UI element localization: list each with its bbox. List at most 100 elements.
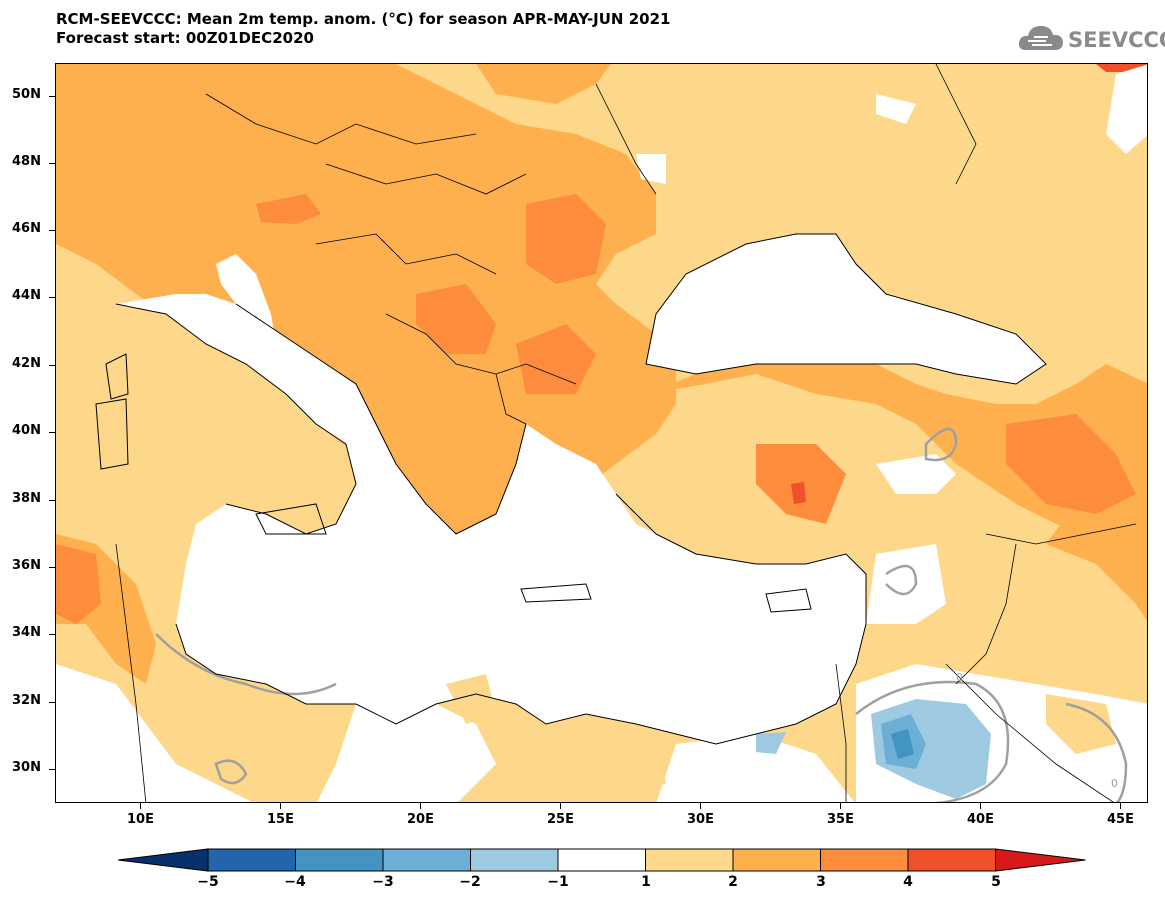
lat-tick (49, 567, 55, 568)
black-sea (646, 234, 1046, 384)
lon-tick (420, 803, 421, 809)
colorbar-segment (907, 848, 996, 872)
lat-label: 36N (12, 558, 41, 573)
anomaly-3-4-areas (56, 194, 1136, 624)
arabia-warm-patch (1046, 694, 1116, 754)
colorbar-segment (207, 848, 296, 872)
colorbar-segment (820, 848, 909, 872)
adriatic-sea (216, 254, 276, 344)
east-anatolia-hot-core (1006, 414, 1136, 514)
ukraine-neutral-patch (876, 94, 916, 124)
border-austria-hungary (325, 163, 527, 195)
lat-label: 38N (12, 491, 41, 506)
lat-tick (49, 365, 55, 366)
lon-label: 20E (407, 812, 434, 827)
lat-tick (49, 432, 55, 433)
map-canvas: 0 0 (56, 64, 1147, 802)
lat-label: 32N (12, 693, 41, 708)
border-egypt-israel (835, 663, 847, 802)
lon-label: 45E (1107, 812, 1134, 827)
lat-tick (49, 634, 55, 635)
zero-contour-libya (214, 759, 248, 785)
jordan-coldest-core (891, 729, 914, 759)
neutral-areas (56, 64, 1147, 802)
border-ukraine-russia (935, 64, 977, 185)
colorbar (118, 848, 1086, 872)
border-macedonia-greece (495, 373, 527, 425)
iraq-warm (1046, 494, 1147, 621)
lat-tick (49, 96, 55, 97)
colorbar-label: −1 (547, 874, 569, 890)
title-line-1: RCM-SEEVCCC: Mean 2m temp. anom. (°C) fo… (56, 10, 671, 28)
border-syria-iraq (955, 543, 1017, 685)
libya-neutral-patch (56, 664, 252, 802)
map-title: RCM-SEEVCCC: Mean 2m temp. anom. (°C) fo… (56, 10, 670, 48)
colorbar-label: 1 (641, 874, 651, 890)
colorbar-segment-max (995, 848, 1086, 872)
northeast-neutral-patch (1106, 64, 1147, 154)
seevccc-logo: SEEVCCC (1018, 20, 1165, 56)
lon-label: 40E (967, 812, 994, 827)
border-serbia-bulgaria (385, 313, 577, 385)
east-south-coast (175, 493, 867, 745)
lat-label: 50N (12, 87, 41, 102)
border-ukraine-romania (595, 83, 657, 195)
arabia-warm-strip (936, 654, 1147, 704)
lat-label: 34N (12, 625, 41, 640)
levant-neutral-patch (866, 544, 946, 624)
zero-contour-levant (885, 564, 918, 596)
colorbar-label: −2 (459, 874, 481, 890)
zero-contour-arabia (1065, 702, 1128, 802)
lat-label: 44N (12, 288, 41, 303)
nile-delta-cold-patch (756, 732, 786, 754)
crete-outline (520, 583, 592, 603)
cyrenaica-neutral-patch (317, 704, 496, 802)
colorbar-label: 4 (903, 874, 913, 890)
egypt-neutral-patch (656, 734, 855, 802)
libya-warm-patch (446, 674, 496, 724)
lat-tick (49, 702, 55, 703)
lon-tick (1120, 803, 1121, 809)
border-turkey-syria (985, 523, 1137, 545)
lon-tick (980, 803, 981, 809)
contour-label: 0 (1111, 777, 1118, 790)
lon-tick (840, 803, 841, 809)
black-sea-coast (645, 233, 1047, 385)
lat-label: 46N (12, 221, 41, 236)
cloud-icon (1018, 26, 1063, 50)
border-slovenia-croatia (315, 233, 497, 275)
lon-label: 25E (547, 812, 574, 827)
cyprus-outline (765, 588, 812, 613)
border-central-europe (205, 93, 477, 145)
lon-tick (280, 803, 281, 809)
balkan-coast (235, 303, 527, 535)
colorbar-segment (470, 848, 559, 872)
colorbar-segment-min (118, 848, 209, 872)
colorbar-label: 3 (816, 874, 826, 890)
lon-label: 15E (267, 812, 294, 827)
logo-text: SEEVCCC (1068, 28, 1165, 52)
sicily-outline (255, 503, 327, 535)
italy-coast (115, 303, 357, 535)
coastlines (95, 233, 1047, 745)
colorbar-segment (557, 848, 646, 872)
corsica-outline (105, 353, 129, 400)
lat-tick (49, 230, 55, 231)
country-borders (115, 64, 1137, 802)
lon-label: 30E (687, 812, 714, 827)
colorbar-label: 2 (728, 874, 738, 890)
egypt-warm-patch (596, 729, 666, 794)
algeria-hot-core (56, 544, 101, 624)
colorbar-label: −3 (372, 874, 394, 890)
romania-hot-core (526, 194, 606, 284)
lon-label: 35E (827, 812, 854, 827)
lat-label: 48N (12, 154, 41, 169)
lat-label: 40N (12, 423, 41, 438)
border-jordan-saudi (945, 663, 1114, 802)
zero-contour-anatolia (924, 427, 958, 462)
mediterranean-sea (116, 294, 866, 744)
lon-tick (560, 803, 561, 809)
contour-label: 0 (956, 671, 963, 684)
lon-label: 10E (127, 812, 154, 827)
anatolia-neutral-patch (876, 454, 956, 494)
